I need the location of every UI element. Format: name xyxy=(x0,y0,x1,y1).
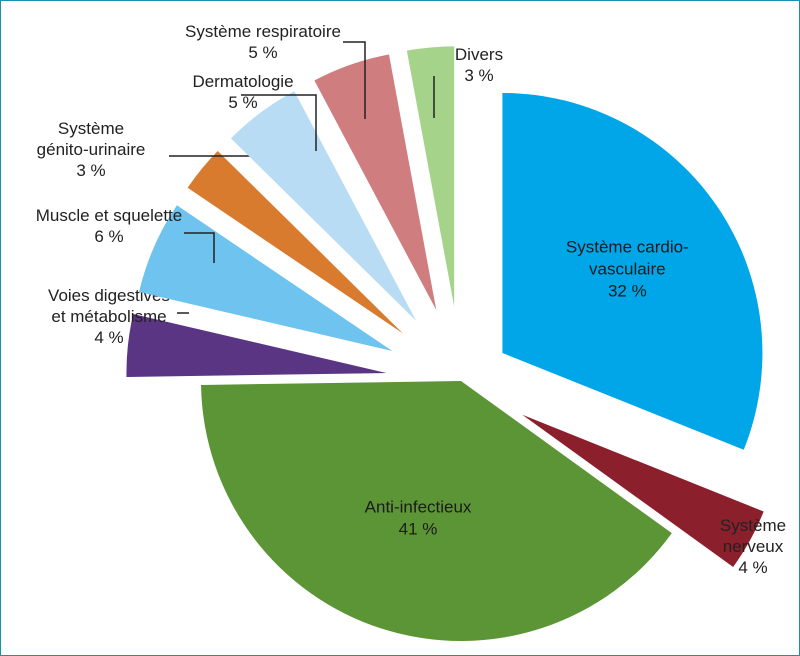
pie-slice-8 xyxy=(314,54,437,311)
slice-label-3-line-2: 41 % xyxy=(399,519,438,538)
slice-label-1-line-2: vasculaire xyxy=(589,259,666,278)
pie-slice-4 xyxy=(126,314,387,377)
slice-label-7-line-2: 5 % xyxy=(228,93,257,112)
slice-label-6-line-3: 3 % xyxy=(76,161,105,180)
slice-label-8-line-1: Système respiratoire xyxy=(185,22,341,41)
slice-label-3-line-1: Anti-infectieux xyxy=(365,497,472,516)
pie-slice-5 xyxy=(139,205,393,351)
slice-label-6-line-2: génito-urinaire xyxy=(37,140,146,159)
pie-slice-7 xyxy=(230,91,417,321)
slice-label-2-line-2: nerveux xyxy=(723,537,784,556)
leader-line-8 xyxy=(343,41,366,119)
pie-slice-6 xyxy=(187,151,403,334)
slice-label-2-line-1: Système xyxy=(720,516,786,535)
pie-slice-3 xyxy=(201,381,672,642)
slice-label-1-line-1: Système cardio- xyxy=(566,237,689,256)
leader-line-5 xyxy=(184,232,215,263)
slice-label-8-line-2: 5 % xyxy=(248,43,277,62)
slice-label-9-line-1: Divers xyxy=(455,45,503,64)
leader-line-7 xyxy=(241,94,317,151)
slice-label-1-line-3: 32 % xyxy=(608,281,647,300)
pie-slice-1 xyxy=(502,92,763,450)
slice-label-4-line-3: 4 % xyxy=(94,328,123,347)
slice-label-2-line-3: 4 % xyxy=(738,558,767,577)
pie-slice-9 xyxy=(406,46,455,307)
slice-label-9-line-2: 3 % xyxy=(464,66,493,85)
slice-label-5-line-1: Muscle et squelette xyxy=(36,206,182,225)
slice-label-6-line-1: Système xyxy=(58,119,124,138)
slice-label-4-line-2: et métabolisme xyxy=(51,307,166,326)
slice-label-7-line-1: Dermatologie xyxy=(192,72,293,91)
slice-label-5-line-2: 6 % xyxy=(94,227,123,246)
pie-slice-2 xyxy=(522,414,764,567)
